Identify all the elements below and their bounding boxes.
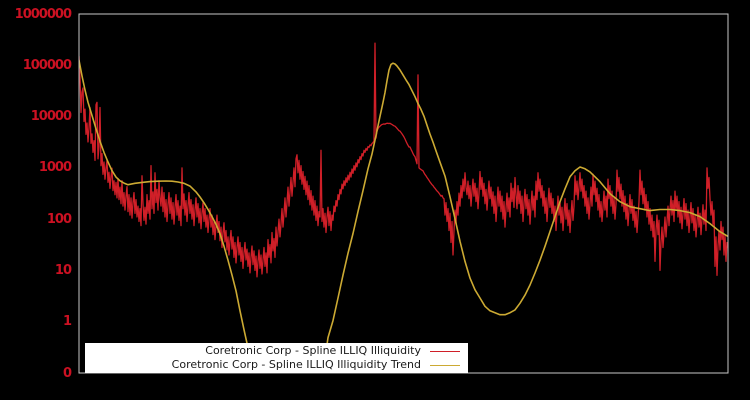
plot-border [78, 13, 729, 374]
plot-area [79, 42, 728, 373]
legend-line-sample-red [430, 350, 460, 352]
y-tick-label: 1000000 [14, 6, 72, 22]
y-tick-label: 0 [62, 365, 72, 381]
legend-entry-trend: Coretronic Corp - Spline ILLIQ Illiquidi… [85, 358, 468, 372]
y-tick-label: 1 [62, 314, 72, 330]
legend-line-sample-gold [430, 364, 460, 366]
legend-label-trend: Coretronic Corp - Spline ILLIQ Illiquidi… [171, 358, 421, 371]
legend: Coretronic Corp - Spline ILLIQ Illiquidi… [85, 343, 468, 373]
y-tick-label: 100 [46, 211, 72, 227]
y-tick-label: 10000 [30, 109, 72, 125]
illiquidity-series-line [79, 42, 728, 278]
trend-series-line [79, 59, 728, 373]
y-tick-label: 10 [54, 262, 72, 278]
legend-entry-illiquidity: Coretronic Corp - Spline ILLIQ Illiquidi… [85, 344, 468, 358]
y-tick-label: 1000 [38, 160, 72, 176]
legend-label-illiquidity: Coretronic Corp - Spline ILLIQ Illiquidi… [205, 344, 421, 357]
y-tick-label: 100000 [22, 57, 72, 73]
